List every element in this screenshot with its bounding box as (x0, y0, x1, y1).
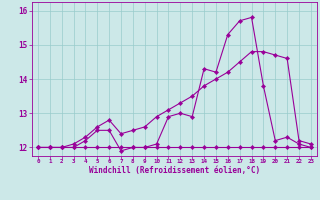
X-axis label: Windchill (Refroidissement éolien,°C): Windchill (Refroidissement éolien,°C) (89, 166, 260, 175)
